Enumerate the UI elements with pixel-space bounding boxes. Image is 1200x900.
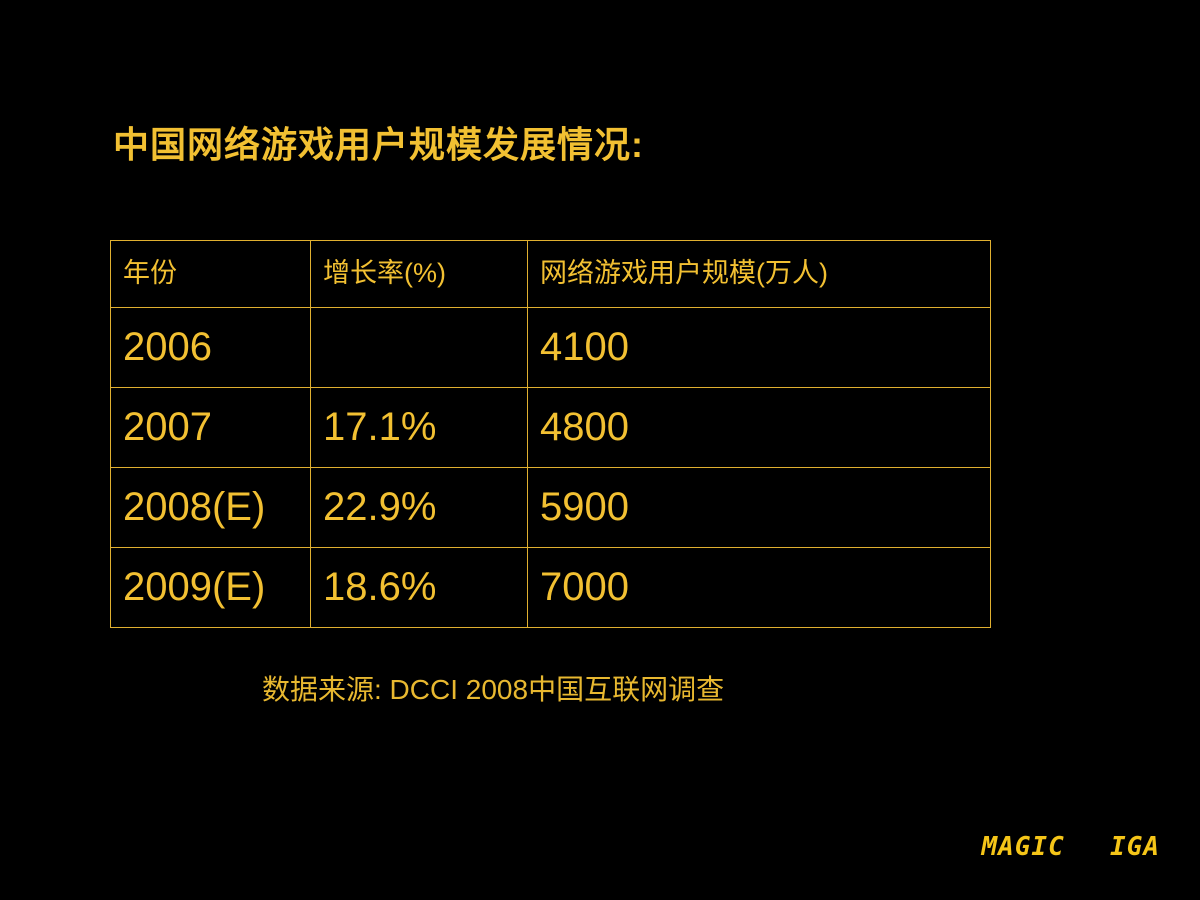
cell-growth-rate: 22.9% — [310, 467, 528, 548]
table-header-row: 年份 增长率(%) 网络游戏用户规模(万人) — [110, 240, 991, 308]
brand-logo: MAGIC IGA — [981, 832, 1160, 862]
cell-year: 2008(E) — [110, 467, 311, 548]
cell-user-scale: 5900 — [527, 467, 991, 548]
column-header-growth-rate: 增长率(%) — [310, 240, 528, 308]
cell-growth-rate: 18.6% — [310, 547, 528, 628]
cell-user-scale: 7000 — [527, 547, 991, 628]
cell-growth-rate — [310, 307, 528, 388]
cell-user-scale: 4800 — [527, 387, 991, 468]
source-note: 数据来源: DCCI 2008中国互联网调查 — [262, 674, 725, 705]
cell-year: 2009(E) — [110, 547, 311, 628]
cell-growth-rate: 17.1% — [310, 387, 528, 468]
cell-year: 2007 — [110, 387, 311, 468]
data-table: 年份 增长率(%) 网络游戏用户规模(万人) 2006 4100 2007 17… — [110, 240, 991, 628]
column-header-year: 年份 — [110, 240, 311, 308]
slide-title: 中国网络游戏用户规模发展情况: — [113, 124, 644, 165]
column-header-user-scale: 网络游戏用户规模(万人) — [527, 240, 991, 308]
table-row: 2009(E) 18.6% 7000 — [110, 547, 991, 628]
cell-user-scale: 4100 — [527, 307, 991, 388]
table-row: 2007 17.1% 4800 — [110, 387, 991, 468]
cell-year: 2006 — [110, 307, 311, 388]
table-row: 2006 4100 — [110, 307, 991, 388]
table-row: 2008(E) 22.9% 5900 — [110, 467, 991, 548]
